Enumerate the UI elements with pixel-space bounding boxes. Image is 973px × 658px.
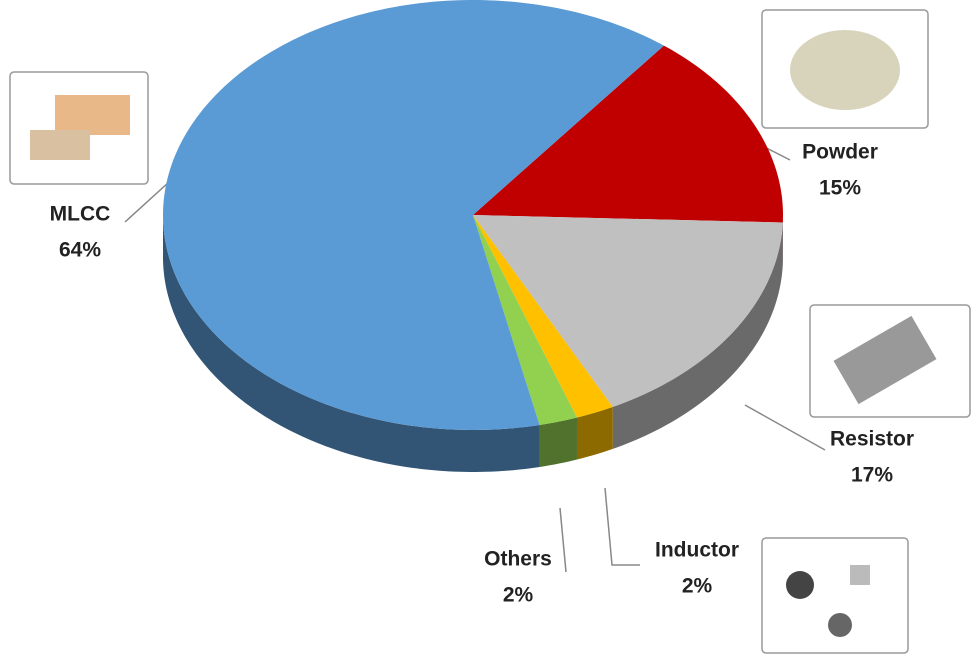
pie-side (612, 222, 783, 449)
pie-slice (473, 215, 613, 418)
labels: Powder 15% Resistor 17% Inductor 2% Others 2% ML… (50, 141, 914, 607)
category-label: Powder (802, 141, 878, 164)
pie-side (539, 417, 577, 467)
leader-line (744, 404, 826, 451)
image-detail (786, 571, 814, 599)
leader-line (559, 507, 567, 573)
image-detail (828, 613, 852, 637)
value-label: 17% (851, 464, 893, 487)
category-label: MLCC (50, 203, 111, 226)
pie-slice (473, 45, 783, 223)
leader-line (604, 487, 640, 566)
pie-slice (473, 215, 577, 425)
image-detail (833, 315, 937, 405)
image-detail (30, 130, 90, 160)
value-label: 2% (682, 575, 713, 598)
value-label: 64% (59, 239, 101, 262)
value-label: 2% (503, 584, 534, 607)
pie-slice (163, 0, 664, 430)
product-images (9, 9, 971, 654)
image-detail (55, 95, 130, 135)
pie-side (576, 406, 613, 460)
inductor-image (761, 537, 909, 654)
image-detail (790, 30, 900, 110)
category-label: Resistor (830, 428, 914, 451)
pie-slice (473, 215, 783, 407)
category-label: Others (484, 548, 552, 571)
pie-side (163, 215, 540, 472)
image-detail (850, 565, 870, 585)
pie (163, 0, 783, 472)
value-label: 15% (819, 177, 861, 200)
category-label: Inductor (655, 539, 739, 562)
